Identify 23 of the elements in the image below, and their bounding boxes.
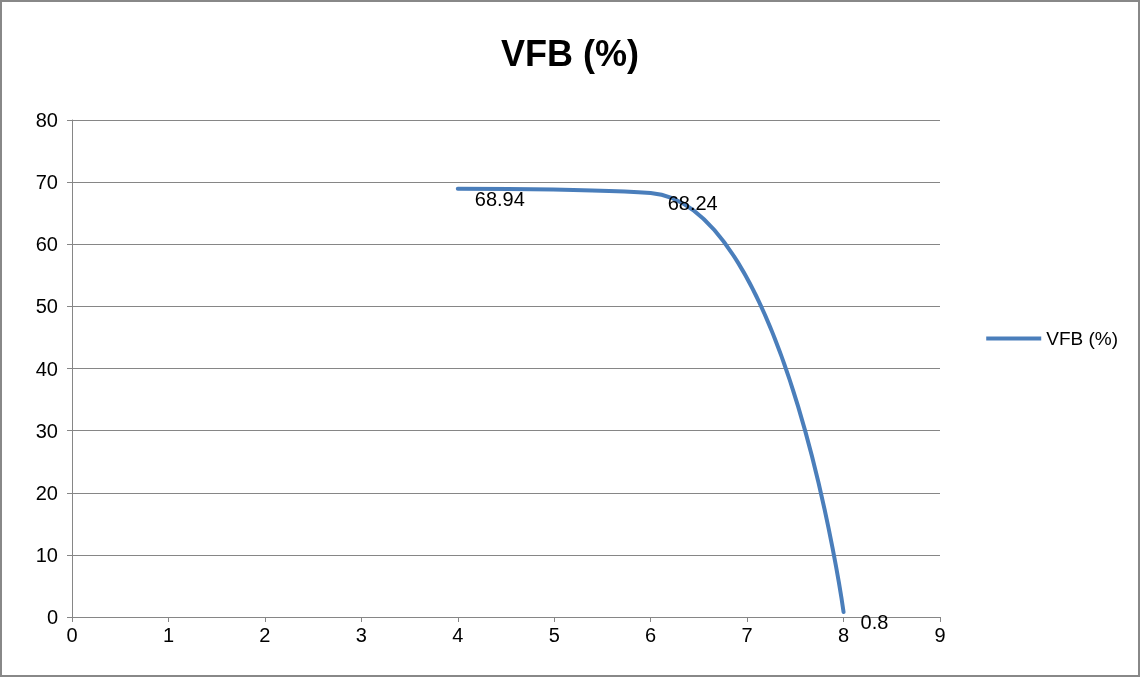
y-tick-label: 40 <box>35 357 58 380</box>
x-tick-label: 1 <box>162 624 175 646</box>
x-tick-label: 0 <box>66 624 78 646</box>
x-tick-label: 8 <box>837 624 850 646</box>
y-tick-label: 70 <box>35 171 58 194</box>
legend-label: VFB (%) <box>1046 328 1118 349</box>
y-tick-label: 50 <box>35 295 58 318</box>
x-tick-label: 7 <box>741 624 753 646</box>
y-tick-label: 20 <box>35 481 58 504</box>
x-tick-label: 9 <box>934 624 946 646</box>
x-tick-label: 4 <box>452 624 464 646</box>
chart-title: VFB (%) <box>501 32 639 74</box>
x-tick-label: 2 <box>259 624 271 646</box>
y-tick-label: 10 <box>35 543 58 566</box>
x-tick-label: 6 <box>645 624 657 646</box>
y-tick-label: 60 <box>35 233 58 256</box>
data-label: 68.94 <box>474 187 525 210</box>
data-label: 0.8 <box>860 611 889 634</box>
x-tick-label: 3 <box>355 624 367 646</box>
x-tick-label: 5 <box>548 624 560 646</box>
y-tick-label: 0 <box>46 606 58 628</box>
y-tick-label: 30 <box>35 419 58 442</box>
y-tick-label: 80 <box>35 109 58 131</box>
